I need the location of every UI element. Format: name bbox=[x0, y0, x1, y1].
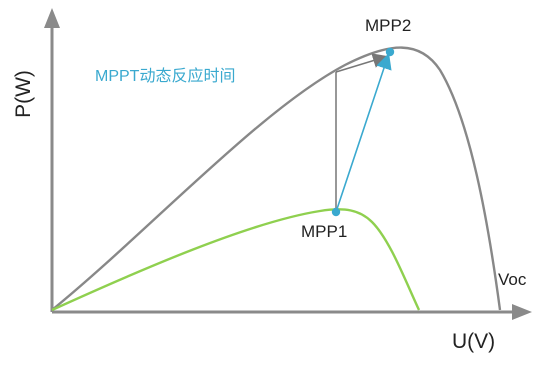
x-axis-arrow-icon bbox=[512, 304, 532, 320]
mpp2-point bbox=[385, 47, 395, 57]
mppt-tracking-arrow bbox=[335, 52, 392, 213]
pv-curve-high bbox=[51, 46, 502, 311]
y-axis-arrow-icon bbox=[44, 8, 60, 28]
voc-label: Voc bbox=[498, 270, 527, 289]
mpp1-point bbox=[331, 207, 341, 217]
step-to-mpp2-arrow bbox=[335, 53, 388, 73]
mppt-response-time-annotation: MPPT动态反应时间 bbox=[95, 68, 236, 85]
pv-curve-low bbox=[51, 208, 421, 312]
x-axis-label: U(V) bbox=[452, 330, 496, 353]
y-axis-label: P(W) bbox=[12, 70, 35, 118]
mpp1-label: MPP1 bbox=[301, 222, 348, 241]
mpp2-label: MPP2 bbox=[365, 16, 412, 35]
